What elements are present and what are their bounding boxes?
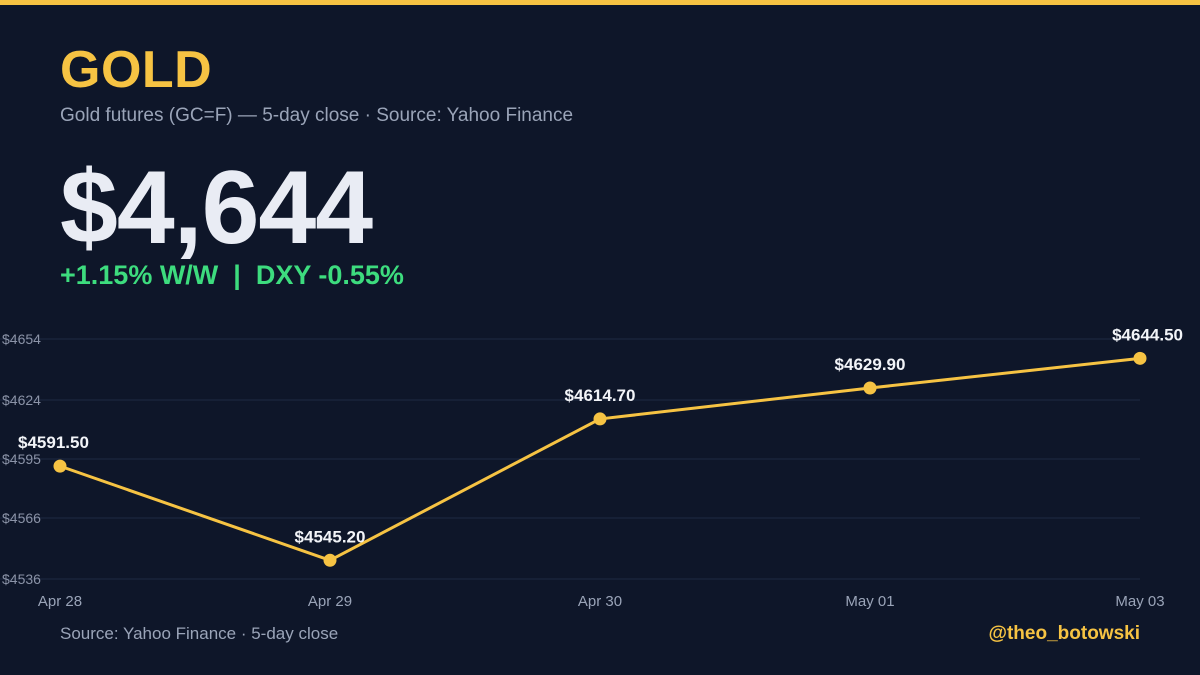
data-point	[863, 381, 877, 395]
data-label: $4591.50	[18, 433, 89, 452]
current-price: $4,644	[60, 150, 373, 266]
y-tick-label: $4595	[2, 451, 41, 467]
data-point	[593, 412, 607, 426]
x-tick-label: Apr 29	[308, 593, 352, 610]
x-tick-label: Apr 28	[38, 593, 82, 610]
x-axis-ticks: Apr 28 Apr 29 Apr 30 May 01 May 03	[38, 593, 1165, 610]
data-labels: $4591.50 $4545.20 $4614.70 $4629.90 $4644.50	[18, 325, 1183, 546]
y-axis-ticks: $4536 $4566 $4595 $4624 $4654	[2, 331, 41, 587]
grid-lines	[0, 338, 1140, 580]
data-points	[53, 351, 1147, 567]
subtitle: Gold futures (GC=F) — 5-day close · Sour…	[60, 105, 574, 126]
footer-source: Source: Yahoo Finance · 5-day close	[60, 624, 339, 643]
data-point	[1133, 351, 1147, 365]
data-point	[53, 459, 67, 473]
y-tick-label: $4624	[2, 392, 41, 408]
data-label: $4644.50	[1112, 325, 1183, 344]
y-tick-label: $4654	[2, 331, 41, 347]
y-tick-label: $4536	[2, 571, 41, 587]
author-handle[interactable]: @theo_botowski	[988, 623, 1140, 644]
page-title: GOLD	[60, 41, 213, 99]
data-point	[323, 553, 337, 567]
data-label: $4545.20	[295, 527, 366, 546]
x-tick-label: Apr 30	[578, 593, 622, 610]
y-tick-label: $4566	[2, 510, 41, 526]
data-label: $4614.70	[565, 386, 636, 405]
weekly-change: +1.15% W/W | DXY -0.55%	[60, 260, 404, 290]
top-accent-bar	[0, 0, 1200, 5]
x-tick-label: May 01	[845, 593, 894, 610]
data-label: $4629.90	[835, 355, 906, 374]
x-tick-label: May 03	[1115, 593, 1164, 610]
